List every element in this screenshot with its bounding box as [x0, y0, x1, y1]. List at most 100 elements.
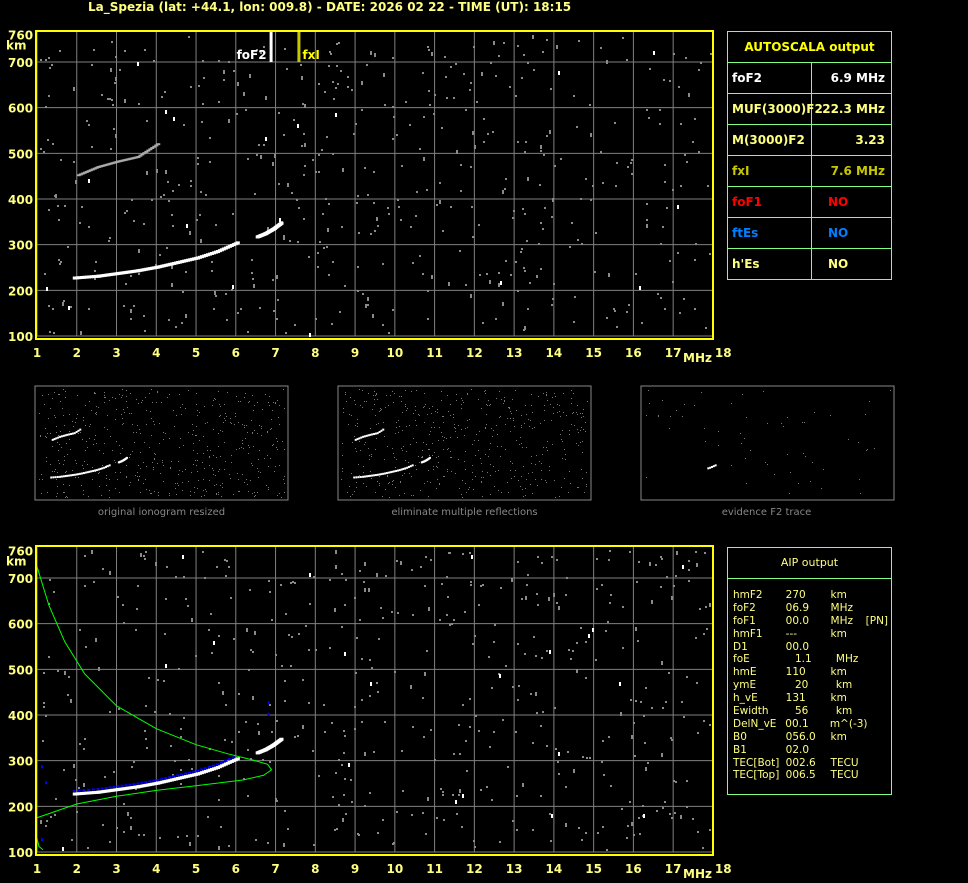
thumbnail-noise: [65, 472, 66, 473]
noise-echo: [427, 46, 429, 48]
noise-echo: [588, 634, 590, 638]
noise-echo: [551, 304, 553, 306]
thumbnail-noise: [413, 495, 414, 496]
noise-echo: [602, 182, 604, 184]
noise-echo: [576, 669, 578, 673]
noise-echo: [512, 686, 514, 688]
thumbnail-noise: [539, 461, 540, 462]
thumbnail-noise: [450, 437, 451, 438]
thumbnail-noise: [486, 404, 487, 405]
noise-echo: [680, 815, 682, 819]
thumbnail-noise: [96, 414, 97, 415]
noise-echo: [649, 68, 651, 70]
thumbnail-noise: [138, 480, 139, 481]
thumbnail-noise: [576, 412, 577, 413]
aip-point: [172, 775, 176, 778]
thumbnail-noise: [151, 493, 152, 494]
thumbnail-noise: [248, 445, 249, 446]
thumbnail-noise: [50, 464, 51, 465]
thumbnail-noise: [508, 492, 509, 493]
thumbnail-noise: [343, 408, 344, 409]
noise-echo: [110, 68, 112, 72]
noise-echo: [585, 677, 587, 679]
noise-echo: [218, 682, 220, 684]
thumbnail-noise: [501, 492, 502, 493]
noise-echo: [536, 712, 538, 714]
noise-echo: [697, 732, 699, 734]
thumbnail-noise: [235, 416, 236, 417]
thumbnail-noise: [487, 405, 488, 406]
noise-echo: [218, 846, 220, 850]
thumbnail-noise: [774, 474, 775, 475]
noise-echo: [397, 612, 399, 614]
x-tick-label: 10: [386, 346, 403, 360]
noise-echo: [298, 207, 300, 209]
noise-echo: [660, 586, 662, 588]
thumbnail-noise: [67, 454, 68, 455]
thumbnail-noise: [561, 439, 562, 440]
thumbnail-noise: [45, 428, 46, 429]
aip-value: 56: [795, 705, 809, 718]
thumbnail-noise: [117, 479, 118, 480]
thumbnail-noise: [504, 401, 505, 402]
x-tick-label: 14: [546, 862, 563, 876]
noise-echo: [226, 319, 228, 321]
thumbnail-noise: [865, 414, 866, 415]
thumbnail-noise: [383, 422, 384, 423]
thumbnail-noise: [284, 449, 285, 450]
thumbnail-noise: [524, 423, 525, 424]
autoscala-row-muf3000f2: MUF(3000)F2 22.3 MHz: [728, 94, 891, 125]
x-tick-label: 8: [311, 862, 319, 876]
thumbnail-noise: [401, 401, 402, 402]
noise-echo: [59, 50, 61, 52]
thumbnail-noise: [536, 455, 537, 456]
thumbnail-noise: [554, 480, 555, 481]
noise-echo: [427, 290, 429, 292]
noise-echo: [68, 306, 70, 310]
noise-echo: [464, 611, 466, 613]
thumbnail-noise: [394, 457, 395, 458]
thumbnail-noise: [490, 464, 491, 465]
noise-echo: [576, 126, 578, 128]
thumbnail-noise: [577, 405, 578, 406]
thumbnail-noise: [215, 475, 216, 476]
noise-echo: [130, 826, 132, 830]
noise-echo: [55, 194, 57, 198]
noise-echo: [247, 331, 249, 333]
thumbnail-noise: [191, 472, 192, 473]
thumbnail-noise: [239, 448, 240, 449]
noise-echo: [442, 794, 444, 796]
noise-echo: [363, 581, 365, 583]
noise-echo: [190, 86, 192, 88]
thumbnail-noise: [450, 451, 451, 452]
noise-echo: [260, 50, 262, 54]
aip-note: [866, 744, 891, 757]
noise-echo: [88, 124, 90, 126]
noise-echo: [637, 640, 639, 642]
fxi-marker-line: [297, 31, 301, 62]
aip-value: 002.6: [785, 756, 816, 769]
noise-echo: [109, 98, 111, 100]
aip-value: ---: [785, 627, 798, 640]
noise-echo: [470, 294, 472, 298]
thumbnail-noise: [646, 415, 647, 416]
noise-echo: [478, 224, 480, 226]
thumbnail-noise: [153, 421, 154, 422]
noise-echo: [682, 565, 684, 569]
trace-echo: [72, 276, 77, 280]
thumbnail-noise: [451, 471, 452, 472]
thumbnail-noise: [394, 393, 395, 394]
noise-echo: [231, 289, 233, 291]
thumbnail-noise: [802, 422, 803, 423]
thumbnail-noise: [63, 415, 64, 416]
thumbnail-noise: [859, 479, 860, 480]
aip-title: AIP output: [728, 548, 891, 579]
thumbnail-noise: [472, 479, 473, 480]
thumbnail-noise: [248, 453, 249, 454]
aip-param: ymE: [733, 679, 757, 692]
noise-echo: [297, 241, 299, 243]
noise-echo: [124, 212, 126, 214]
aip-point: [40, 838, 43, 842]
aip-point: [215, 763, 219, 766]
